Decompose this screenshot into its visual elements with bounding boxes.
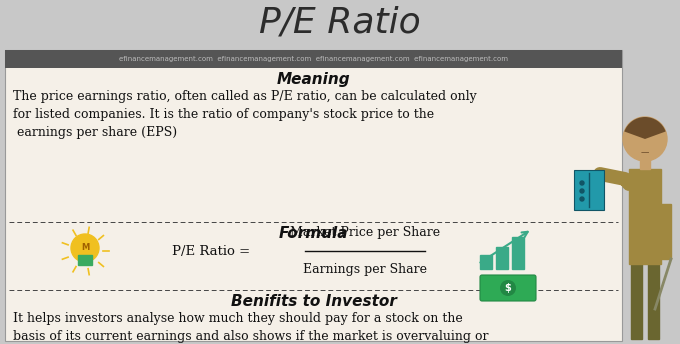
Circle shape — [71, 234, 99, 262]
Circle shape — [623, 117, 667, 161]
Text: The price earnings ratio, often called as P/E ratio, can be calculated only
for : The price earnings ratio, often called a… — [13, 90, 477, 139]
Text: P/E Ratio: P/E Ratio — [259, 5, 421, 39]
Bar — [5, 50, 622, 341]
FancyBboxPatch shape — [574, 170, 604, 210]
Circle shape — [500, 280, 516, 296]
Bar — [5, 50, 622, 68]
Circle shape — [580, 181, 584, 185]
Text: Benifits to Investor: Benifits to Investor — [231, 294, 396, 309]
Circle shape — [580, 197, 584, 201]
Text: Formula: Formula — [279, 226, 348, 241]
Bar — [512, 237, 524, 269]
Bar — [480, 255, 492, 269]
FancyBboxPatch shape — [480, 275, 536, 301]
Bar — [661, 204, 671, 259]
Bar — [648, 264, 659, 339]
Bar — [78, 255, 92, 265]
Wedge shape — [624, 117, 666, 139]
Text: —: — — [641, 149, 649, 158]
Text: It helps investors analyse how much they should pay for a stock on the
basis of : It helps investors analyse how much they… — [13, 312, 488, 344]
Text: Market Price per Share: Market Price per Share — [290, 226, 440, 239]
Bar — [629, 169, 661, 264]
Bar — [496, 247, 508, 269]
Text: Meaning: Meaning — [277, 72, 350, 87]
Text: efinancemanagement.com  efinancemanagement.com  efinancemanagement.com  efinance: efinancemanagement.com efinancemanagemen… — [119, 56, 508, 62]
Text: $: $ — [505, 283, 511, 293]
Text: Earnings per Share: Earnings per Share — [303, 263, 427, 276]
Circle shape — [580, 189, 584, 193]
Text: M: M — [81, 244, 89, 252]
Bar — [631, 264, 642, 339]
Bar — [640, 157, 650, 169]
Text: P/E Ratio =: P/E Ratio = — [172, 245, 250, 258]
